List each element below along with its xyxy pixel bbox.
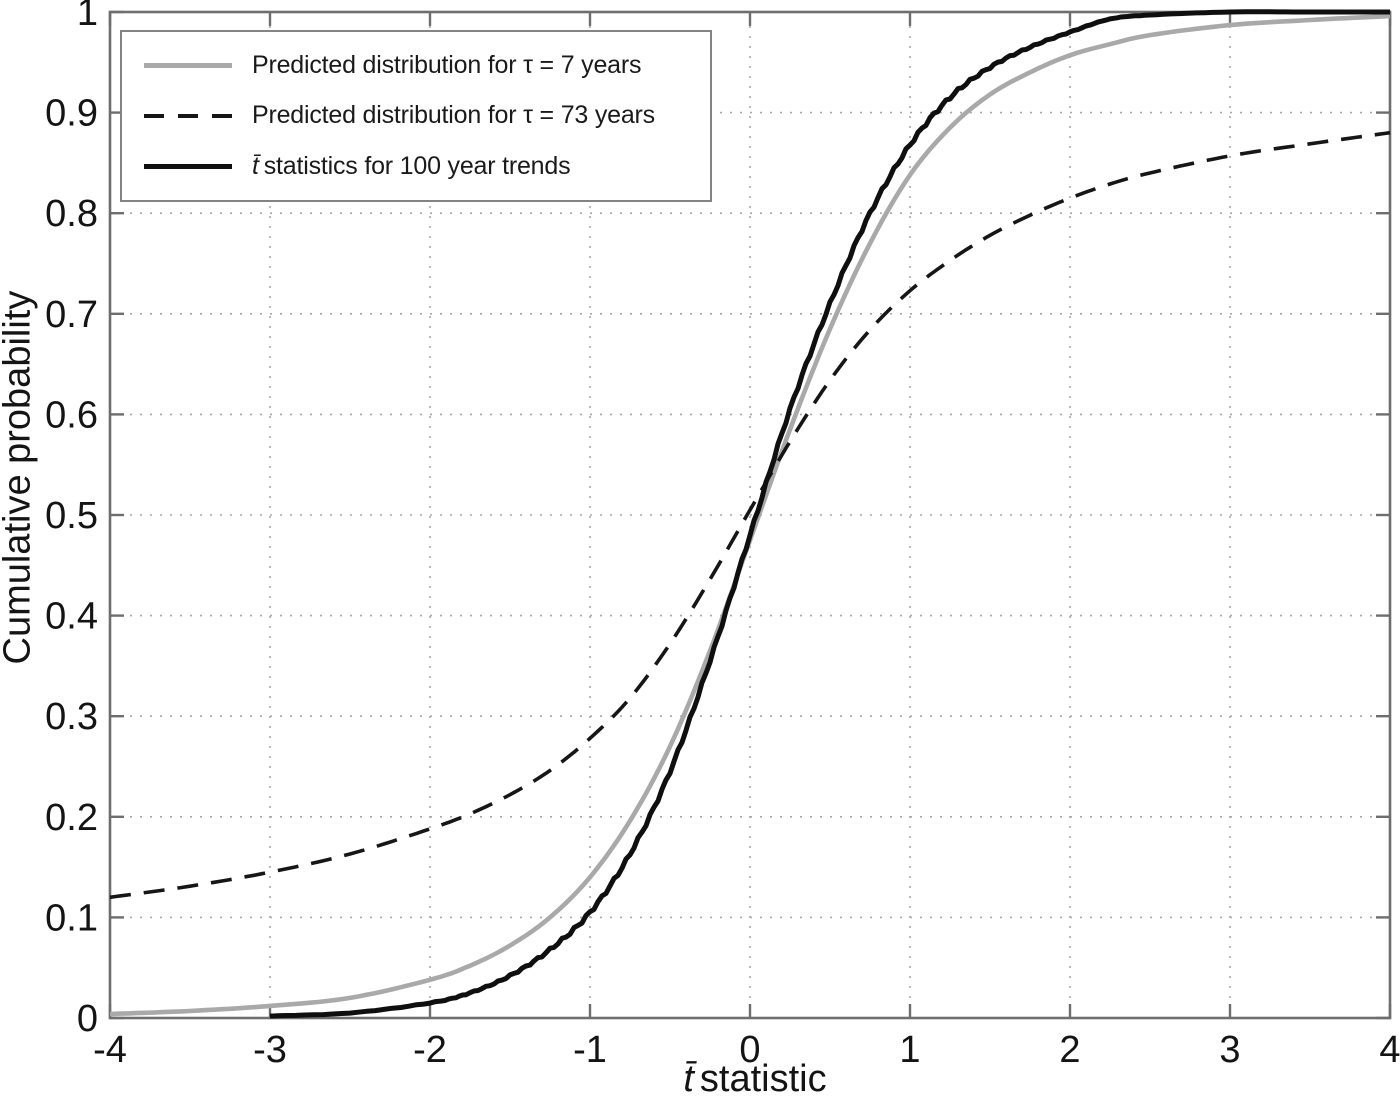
xlabel-tbar: t̄ [683,1058,694,1100]
legend: Predicted distribution for τ = 7 years P… [120,30,712,202]
svg-text:0.7: 0.7 [45,294,98,336]
curve-predicted-7yr [109,13,1391,1017]
svg-text:0.5: 0.5 [45,495,98,537]
svg-text:0.3: 0.3 [45,696,98,738]
svg-text:-2: -2 [413,1029,447,1071]
svg-text:-4: -4 [93,1029,127,1071]
svg-text:0: 0 [77,998,98,1040]
svg-text:0.4: 0.4 [45,596,98,638]
svg-text:0.8: 0.8 [45,193,98,235]
svg-text:0.6: 0.6 [45,394,98,436]
svg-text:0.1: 0.1 [45,897,98,939]
svg-text:1: 1 [899,1029,920,1071]
legend-item-tbar-statistics: t̄ statistics for 100 year trends [122,152,710,181]
legend-tbar: t̄ [252,152,259,181]
xlabel-text: statistic [699,1058,827,1100]
legend-line-sample-gray [144,62,232,68]
legend-label-rest: statistics for 100 year trends [263,152,571,181]
x-axis-label: t̄ statistic [555,1058,955,1101]
legend-label: Predicted distribution for τ = 73 years [252,101,655,130]
legend-label: t̄ statistics for 100 year trends [252,152,571,181]
legend-item-predicted-7yr: Predicted distribution for τ = 7 years [122,51,710,80]
svg-text:1: 1 [77,0,98,34]
legend-label: Predicted distribution for τ = 7 years [252,50,642,79]
legend-line-sample-black [144,164,232,170]
legend-line-sample-dashed [144,113,232,118]
svg-text:0.9: 0.9 [45,93,98,135]
curve-tbar-statistics [269,9,1390,1019]
svg-text:2: 2 [1059,1029,1080,1071]
y-axis-label: Cumulative probability [0,290,39,665]
svg-text:4: 4 [1379,1029,1400,1071]
svg-text:3: 3 [1219,1029,1240,1071]
svg-text:0: 0 [739,1029,760,1071]
svg-text:0.2: 0.2 [45,797,98,839]
svg-text:-3: -3 [253,1029,287,1071]
svg-text:-1: -1 [573,1029,607,1071]
legend-item-predicted-73yr: Predicted distribution for τ = 73 years [122,101,710,130]
